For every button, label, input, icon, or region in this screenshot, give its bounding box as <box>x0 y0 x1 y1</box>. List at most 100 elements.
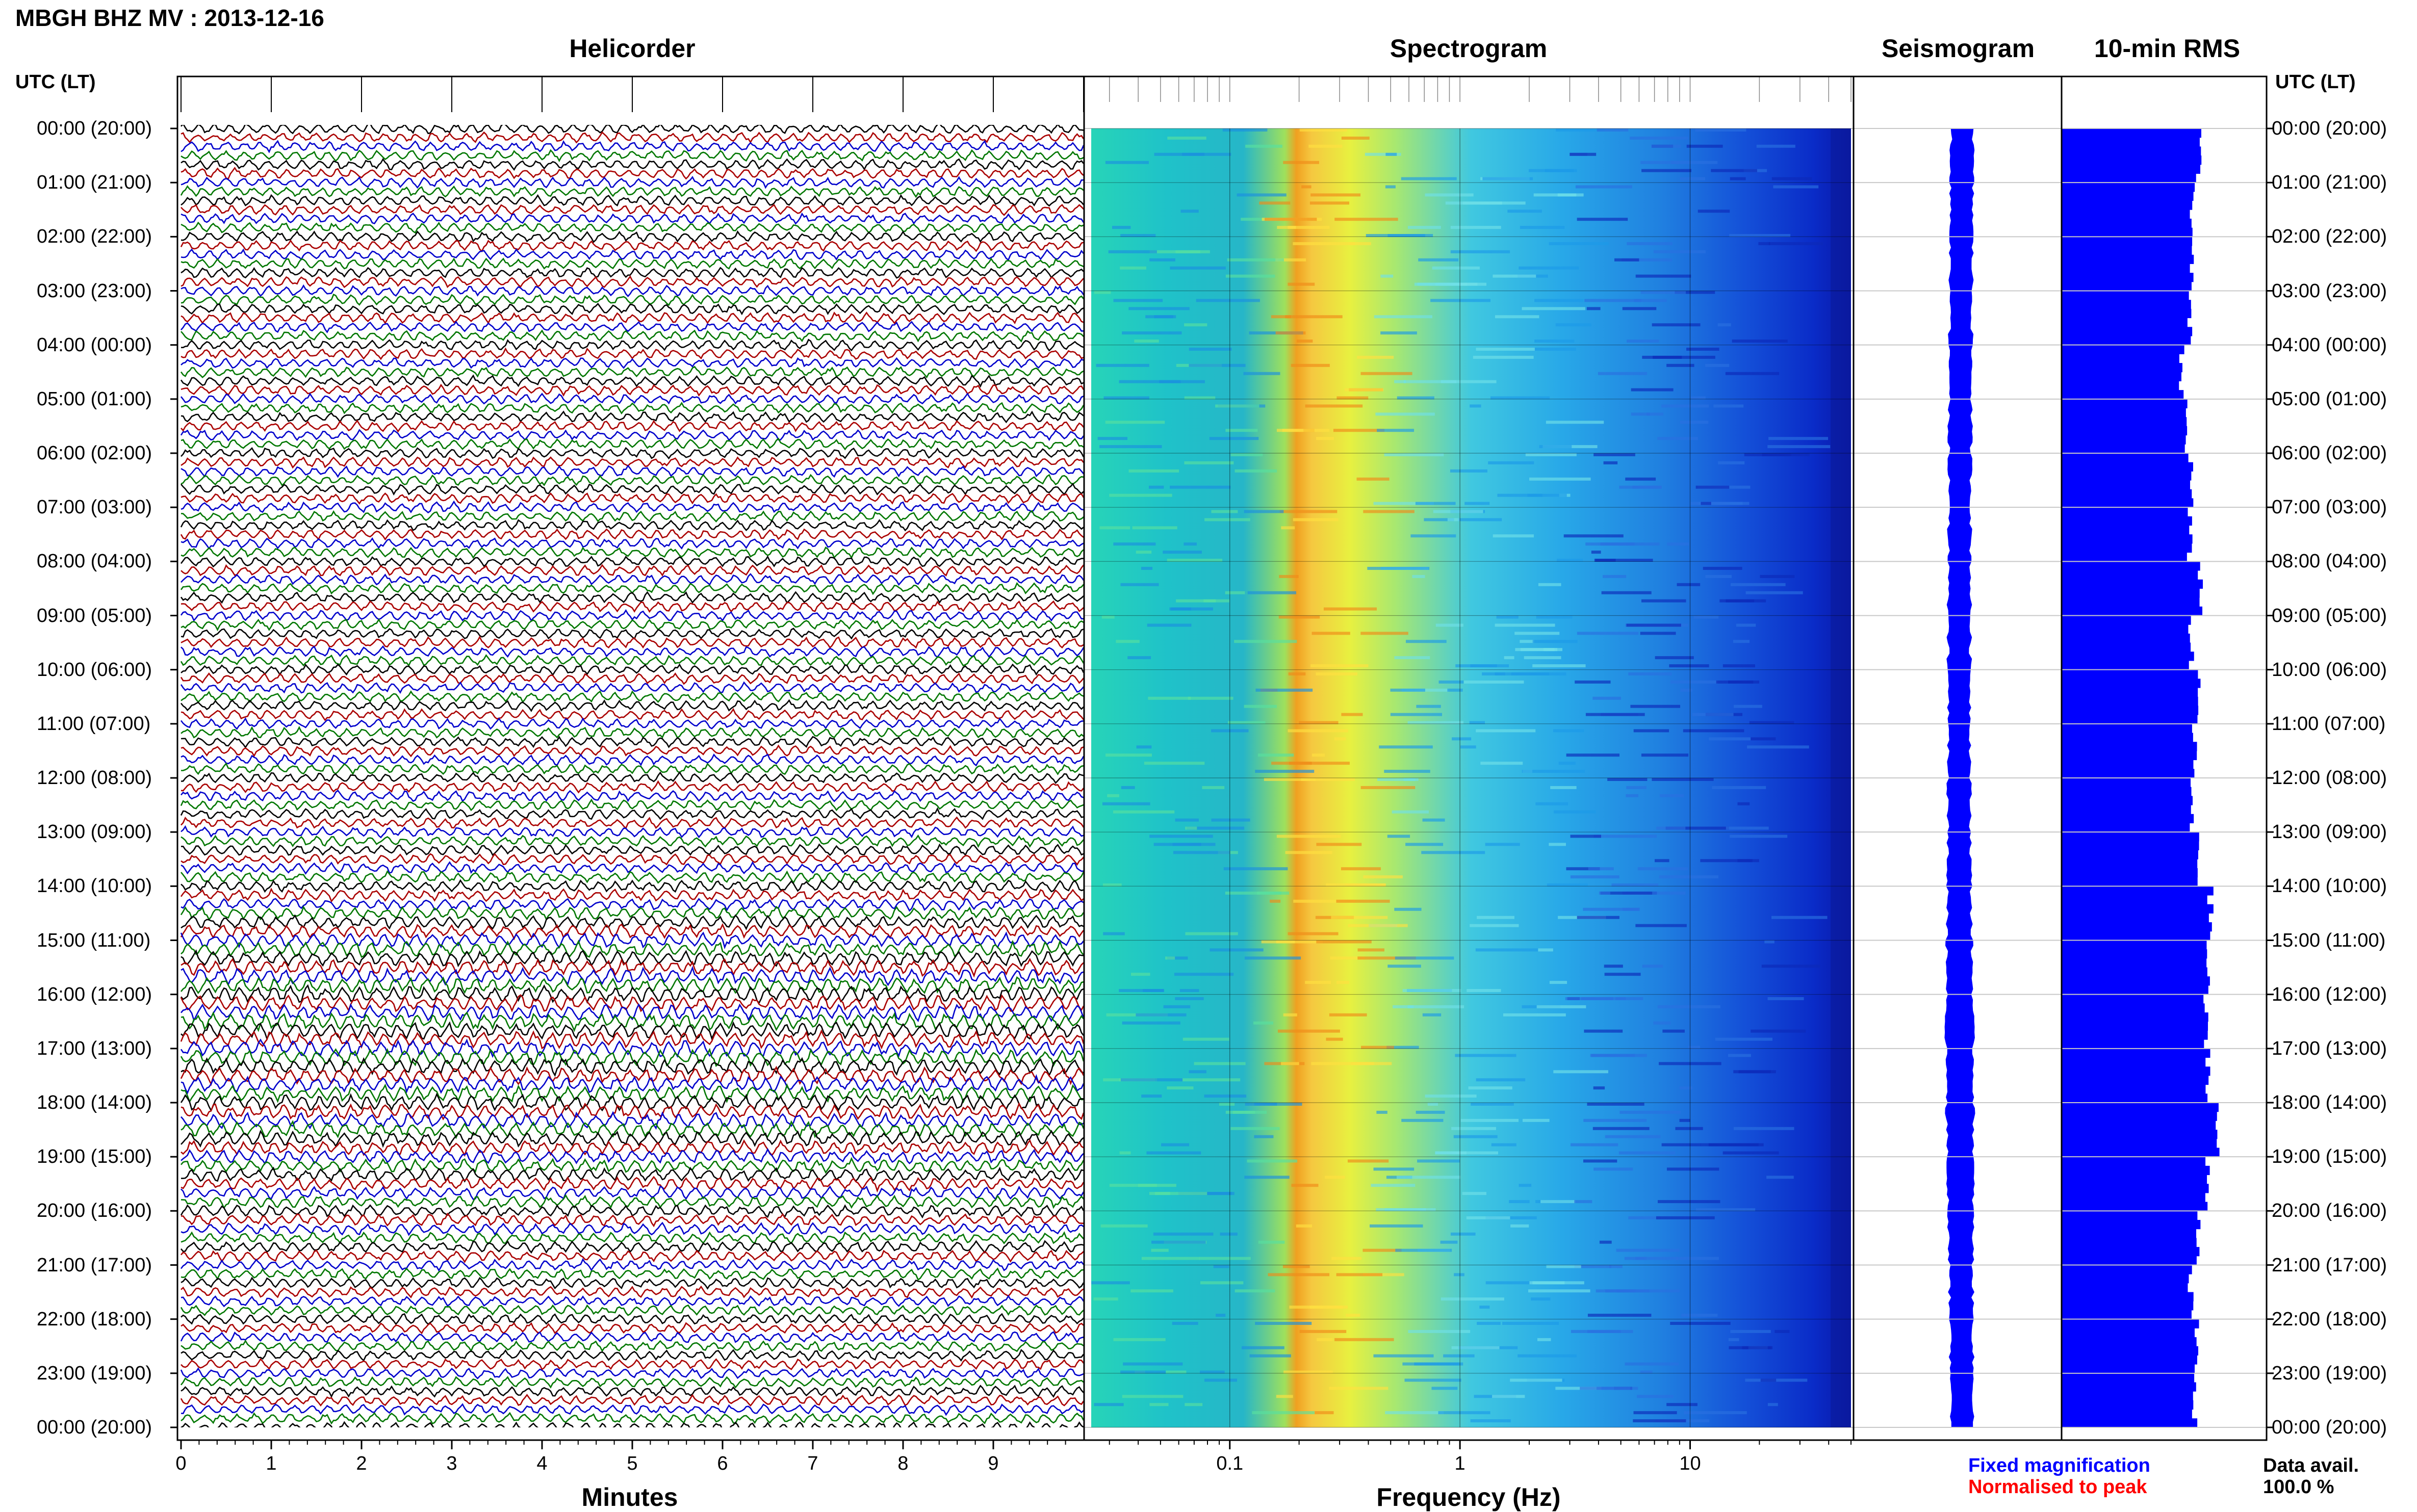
helicorder-trace <box>181 1212 1084 1228</box>
rms-bar <box>2062 200 2193 210</box>
rms-bar <box>2062 218 2192 228</box>
rms-bar <box>2062 1130 2218 1139</box>
time-label-left: 00:00 (20:00) <box>37 118 152 139</box>
helicorder-trace <box>180 1038 1084 1058</box>
rms-bar <box>2062 660 2189 670</box>
rms-bar <box>2062 399 2188 409</box>
rms-bar <box>2062 787 2192 796</box>
rms-bar <box>2062 552 2187 562</box>
helicorder-trace <box>181 1267 1084 1281</box>
time-label-left: 13:00 (09:00) <box>37 821 152 843</box>
helicorder-trace <box>181 984 1084 1004</box>
legend-normalised-to-peak: Normalised to peak <box>1968 1476 2147 1498</box>
rms-bar <box>2062 778 2191 788</box>
time-label-left: 08:00 (04:00) <box>37 551 152 572</box>
helicorder-trace <box>181 1385 1084 1398</box>
helicorder-trace <box>181 546 1084 559</box>
rms-bar <box>2062 480 2191 490</box>
rms-bar <box>2062 976 2210 986</box>
helicorder-trace <box>181 1003 1084 1023</box>
rms-bar <box>2062 841 2199 851</box>
rms-bar <box>2062 1382 2196 1392</box>
helicorder-trace <box>181 1231 1084 1245</box>
helicorder-trace <box>181 573 1084 586</box>
rms-bar <box>2062 624 2189 634</box>
rms-bar <box>2062 291 2189 300</box>
helicorder-trace <box>180 392 1084 405</box>
rms-bar <box>2062 1391 2193 1401</box>
spectrogram-heatmap <box>1091 128 1851 1427</box>
helicorder-trace <box>180 1092 1084 1112</box>
helicorder-trace <box>180 1367 1084 1379</box>
rms-bar <box>2062 859 2198 869</box>
rms-bar <box>2062 633 2190 643</box>
time-label-right: 12:00 (08:00) <box>2272 767 2387 789</box>
helicorder-trace <box>180 1258 1084 1272</box>
time-label-right: 01:00 (21:00) <box>2272 172 2387 194</box>
rms-bar <box>2062 651 2194 661</box>
rms-bar <box>2062 850 2198 859</box>
rms-bar <box>2062 489 2192 499</box>
rms-bar <box>2062 264 2190 273</box>
helicorder-trace <box>181 663 1084 676</box>
helicorder-x-tick-label: 3 <box>446 1453 457 1474</box>
time-label-left: 23:00 (19:00) <box>37 1362 152 1384</box>
rms-bar <box>2062 742 2197 751</box>
helicorder-x-label: Minutes <box>581 1483 678 1511</box>
rms-bar <box>2062 1184 2209 1193</box>
rms-bar <box>2062 534 2193 544</box>
helicorder-trace <box>181 853 1084 866</box>
time-label-left: 03:00 (23:00) <box>37 280 152 302</box>
rms-bar <box>2062 796 2193 805</box>
helicorder-trace <box>181 456 1084 469</box>
time-label-left: 04:00 (00:00) <box>37 334 152 356</box>
helicorder-trace <box>181 789 1084 802</box>
rms-bar <box>2062 498 2194 508</box>
rms-bar <box>2062 949 2207 959</box>
time-label-left: 18:00 (14:00) <box>37 1092 152 1113</box>
rms-bar <box>2062 1165 2210 1176</box>
rms-bar <box>2062 1084 2206 1094</box>
rms-bar <box>2062 958 2207 968</box>
time-label-right: 05:00 (01:00) <box>2272 388 2387 410</box>
rms-bar <box>2062 1103 2219 1112</box>
rms-bar <box>2062 345 2184 354</box>
helicorder-trace <box>181 914 1084 931</box>
helicorder-trace <box>180 185 1084 198</box>
rms-bar <box>2062 308 2192 319</box>
helicorder-trace <box>181 293 1084 306</box>
helicorder-trace <box>181 1358 1084 1371</box>
helicorder-trace <box>181 284 1084 298</box>
rms-bar <box>2062 832 2199 842</box>
rms-bar <box>2062 1111 2217 1121</box>
helicorder-trace <box>181 736 1084 749</box>
time-label-left: 16:00 (12:00) <box>37 983 152 1005</box>
helicorder-trace <box>181 1057 1084 1077</box>
rms-bar <box>2062 642 2191 652</box>
helicorder-trace <box>181 1185 1084 1201</box>
helicorder-trace <box>180 681 1084 694</box>
helicorder-trace <box>181 753 1084 767</box>
rms-bar <box>2062 579 2203 589</box>
helicorder-trace <box>181 248 1084 261</box>
spectrogram-x-tick-label: 1 <box>1454 1453 1465 1474</box>
time-label-right: 06:00 (02:00) <box>2272 442 2387 464</box>
helicorder-trace <box>181 600 1084 613</box>
helicorder-trace <box>180 555 1084 568</box>
helicorder-traces <box>180 125 1084 1427</box>
helicorder-trace <box>181 628 1084 640</box>
helicorder-trace <box>181 321 1084 333</box>
time-label-left: 12:00 (08:00) <box>37 767 152 789</box>
helicorder-x-tick-label: 2 <box>356 1453 367 1474</box>
rms-bar <box>2062 1211 2198 1220</box>
rms-bars <box>2062 128 2220 1428</box>
rms-bar <box>2062 1310 2192 1320</box>
helicorder-x-tick-label: 6 <box>717 1453 728 1474</box>
time-label-right: 04:00 (00:00) <box>2272 334 2387 356</box>
rms-bar <box>2062 814 2194 823</box>
helicorder-trace <box>181 140 1084 153</box>
panel-frame <box>2061 75 2268 1441</box>
rms-bar <box>2062 1003 2205 1013</box>
helicorder-trace <box>180 654 1084 667</box>
